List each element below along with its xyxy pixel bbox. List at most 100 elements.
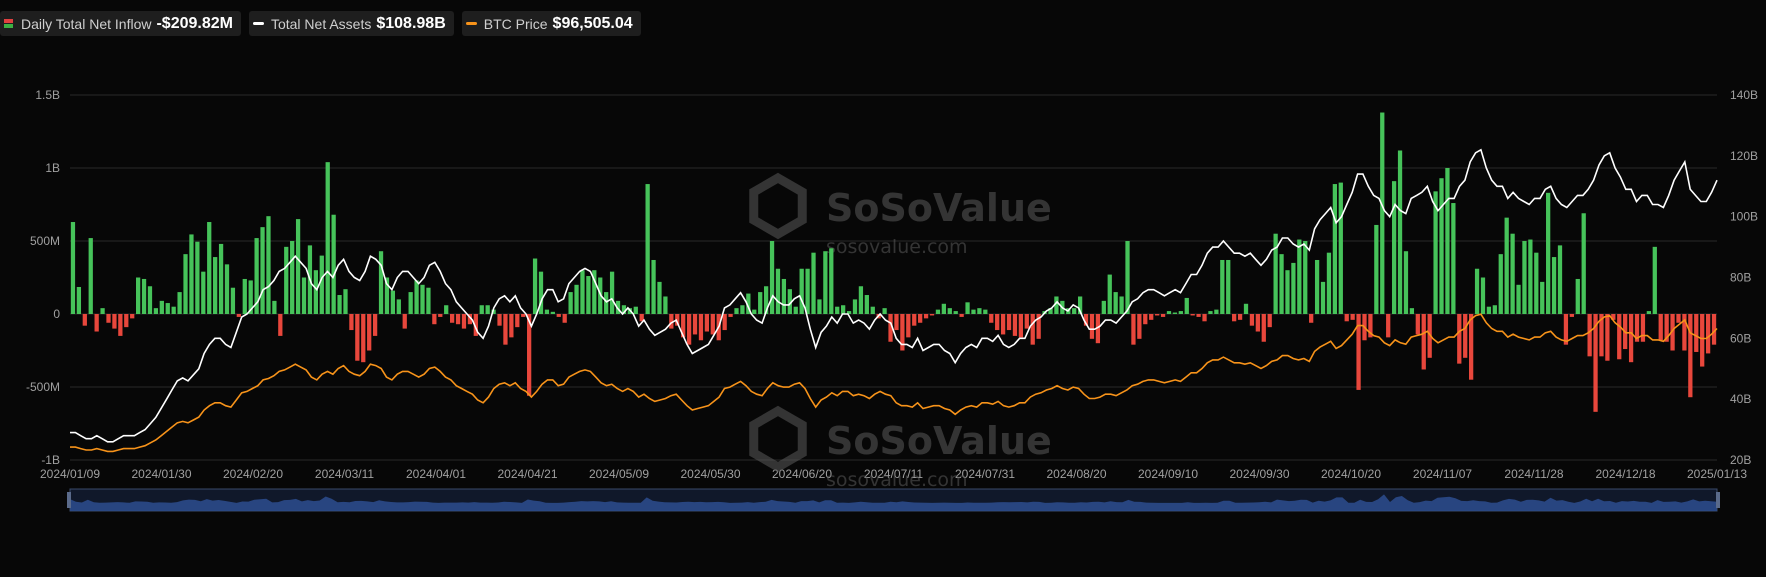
inflow-bar [586, 276, 591, 314]
inflow-bar [1160, 314, 1166, 317]
inflow-bar [817, 299, 822, 314]
inflow-bar [1077, 296, 1083, 314]
inflow-bar [444, 305, 449, 314]
inflow-bar [805, 268, 810, 314]
inflow-bar [1510, 233, 1515, 314]
navigator-handle-left[interactable] [67, 492, 71, 508]
inflow-bar [1522, 241, 1527, 314]
inflow-bar [195, 241, 200, 314]
inflow-bar [82, 314, 87, 326]
inflow-bar [835, 306, 840, 314]
legend-item-assets[interactable]: Total Net Assets $108.98B [248, 11, 454, 36]
inflow-bar [290, 241, 295, 314]
x-tick-label: 2024/12/18 [1595, 467, 1655, 481]
x-tick-label: 2024/04/21 [497, 467, 557, 481]
inflow-bar [1024, 314, 1029, 329]
legend-item-inflow[interactable]: Daily Total Net Inflow -$209.82M [0, 11, 241, 36]
inflow-bar [1664, 314, 1669, 342]
inflow-bar [609, 271, 615, 314]
inflow-bar [918, 314, 923, 323]
inflow-bar [941, 303, 946, 314]
inflow-bar [527, 314, 532, 396]
inflow-bar [224, 264, 230, 314]
watermark: SoSoValue sosovalue.com [749, 172, 1052, 258]
inflow-bar [740, 305, 745, 314]
x-tick-label: 2024/07/31 [955, 467, 1015, 481]
inflow-bar [1220, 259, 1225, 314]
inflow-bar [734, 308, 739, 314]
inflow-bar [1587, 314, 1592, 357]
inflow-bar [1237, 314, 1243, 320]
navigator-handle-right[interactable] [1716, 492, 1720, 508]
inflow-bar [681, 314, 686, 338]
y-tick-label-right: 80B [1730, 271, 1751, 285]
inflow-bar [1617, 314, 1622, 360]
inflow-bar [1563, 314, 1569, 345]
inflow-bar [491, 309, 496, 314]
inflow-bar [1131, 314, 1136, 345]
inflow-bar [888, 314, 893, 342]
legend-item-price[interactable]: BTC Price $96,505.04 [461, 11, 641, 36]
inflow-bar [189, 234, 194, 314]
inflow-bar [1190, 314, 1195, 316]
inflow-bar [1504, 217, 1509, 314]
inflow-bar [1540, 281, 1545, 314]
range-navigator[interactable] [67, 488, 1720, 512]
inflow-bar [894, 314, 899, 331]
inflow-bar [568, 292, 573, 314]
inflow-bar [550, 311, 555, 314]
inflow-bar [793, 306, 798, 314]
legend-label: BTC Price [483, 15, 548, 32]
inflow-bar [124, 314, 129, 328]
inflow-bar [313, 270, 318, 314]
inflow-bar [1492, 305, 1497, 314]
inflow-bar [141, 278, 147, 314]
inflow-bar [1605, 314, 1610, 361]
inflow-bar [325, 162, 330, 314]
inflow-bar [1427, 314, 1432, 358]
inflow-bar [485, 305, 490, 314]
inflow-bar [1119, 296, 1124, 314]
inflow-bar [1534, 252, 1539, 314]
inflow-bar [864, 295, 869, 314]
inflow-bar [1528, 239, 1533, 314]
inflow-bar [645, 184, 650, 314]
inflow-bar [479, 305, 484, 314]
inflow-bar [1226, 259, 1231, 314]
inflow-bar [1314, 259, 1320, 314]
inflow-bar [1628, 314, 1634, 363]
inflow-bar [1439, 178, 1444, 314]
inflow-bar [675, 314, 680, 326]
x-tick-label: 2024/08/20 [1046, 467, 1106, 481]
inflow-bar [663, 296, 668, 314]
inflow-bar [1557, 245, 1563, 314]
inflow-bar [159, 300, 164, 314]
watermark-site: sosovalue.com [826, 469, 968, 491]
inflow-bar [1089, 314, 1095, 339]
inflow-bar [1249, 314, 1255, 326]
inflow-bar [349, 314, 354, 331]
inflow-bar [207, 222, 212, 314]
inflow-bar [1101, 300, 1106, 314]
inflow-bar [94, 314, 99, 332]
inflow-bar [995, 314, 1000, 331]
inflow-bar [1291, 262, 1296, 314]
inflow-bar [977, 308, 982, 314]
x-tick-label: 2024/10/20 [1321, 467, 1381, 481]
total-net-assets-line [70, 148, 1718, 443]
inflow-bar [651, 259, 656, 314]
inflow-bar [1386, 314, 1391, 338]
x-tick-label: 2024/03/11 [315, 467, 374, 481]
x-tick-label: 2024/11/28 [1504, 467, 1563, 481]
inflow-bar [1463, 314, 1468, 358]
inflow-bar [1273, 233, 1278, 314]
inflow-bar [497, 314, 502, 326]
inflow-bar [118, 314, 123, 336]
inflow-bar [1575, 278, 1580, 314]
inflow-bar [562, 314, 567, 323]
inflow-bar [657, 281, 662, 314]
inflow-bar [1018, 314, 1024, 338]
navigator-area [70, 494, 1717, 511]
inflow-bar [236, 314, 241, 317]
